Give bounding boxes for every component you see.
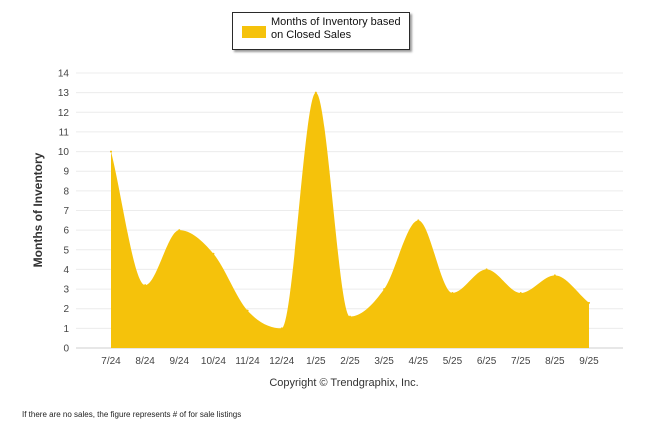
data-point — [553, 274, 556, 277]
x-tick-label: 8/25 — [545, 356, 565, 367]
y-tick-label: 13 — [58, 88, 70, 99]
data-point — [417, 219, 420, 222]
y-tick-label: 8 — [63, 186, 69, 197]
legend-label: Months of Inventory based on Closed Sale… — [271, 16, 401, 41]
data-point — [383, 288, 386, 291]
data-point — [349, 315, 351, 318]
x-tick-label: 10/24 — [201, 356, 226, 367]
x-tick-label: 12/24 — [269, 356, 294, 367]
y-tick-label: 6 — [63, 226, 69, 237]
data-point — [246, 309, 249, 312]
y-tick-label: 1 — [63, 324, 69, 335]
x-tick-label: 5/25 — [443, 356, 463, 367]
data-point — [110, 150, 112, 153]
y-tick-label: 3 — [63, 285, 69, 296]
x-tick-label: 6/25 — [477, 356, 497, 367]
y-tick-label: 7 — [63, 206, 69, 217]
x-tick-labels: 7/24 8/24 9/24 10/24 11/24 12/24 1/25 2/25 3/25 4… — [101, 356, 599, 367]
x-tick-label: 8/24 — [135, 356, 155, 367]
x-tick-label: 4/25 — [409, 356, 429, 367]
x-tick-label: 11/24 — [235, 356, 260, 367]
x-tick-label: 7/24 — [101, 356, 121, 367]
data-point — [451, 292, 454, 294]
x-tick-label: 2/25 — [340, 356, 360, 367]
y-tick-label: 12 — [58, 108, 70, 119]
data-point — [588, 301, 590, 304]
copyright-text: Copyright © Trendgraphix, Inc. — [269, 377, 419, 389]
y-axis-label: Months of Inventory — [31, 152, 45, 267]
x-tick-label: 9/25 — [579, 356, 599, 367]
x-tick-label: 7/25 — [511, 356, 531, 367]
legend-swatch — [242, 26, 266, 38]
y-tick-label: 2 — [63, 304, 69, 315]
y-tick-label: 0 — [63, 344, 69, 355]
x-tick-label: 3/25 — [374, 356, 394, 367]
inventory-area — [111, 92, 589, 349]
y-tick-label: 11 — [59, 127, 70, 138]
x-tick-label: 9/24 — [170, 356, 190, 367]
x-tick-label: 1/25 — [306, 356, 326, 367]
y-tick-label: 14 — [58, 69, 70, 80]
data-point — [212, 252, 215, 255]
y-tick-label: 5 — [63, 245, 69, 256]
data-point — [280, 327, 283, 330]
data-point — [314, 91, 317, 94]
y-tick-label: 10 — [58, 147, 70, 158]
data-point — [485, 268, 488, 271]
y-tick-label: 9 — [63, 167, 69, 178]
legend: Months of Inventory based on Closed Sale… — [232, 12, 410, 50]
y-tick-label: 4 — [63, 265, 69, 276]
data-point — [144, 284, 147, 287]
data-point — [519, 292, 522, 294]
data-point — [178, 229, 181, 232]
footnote-text: If there are no sales, the figure repres… — [22, 410, 242, 419]
